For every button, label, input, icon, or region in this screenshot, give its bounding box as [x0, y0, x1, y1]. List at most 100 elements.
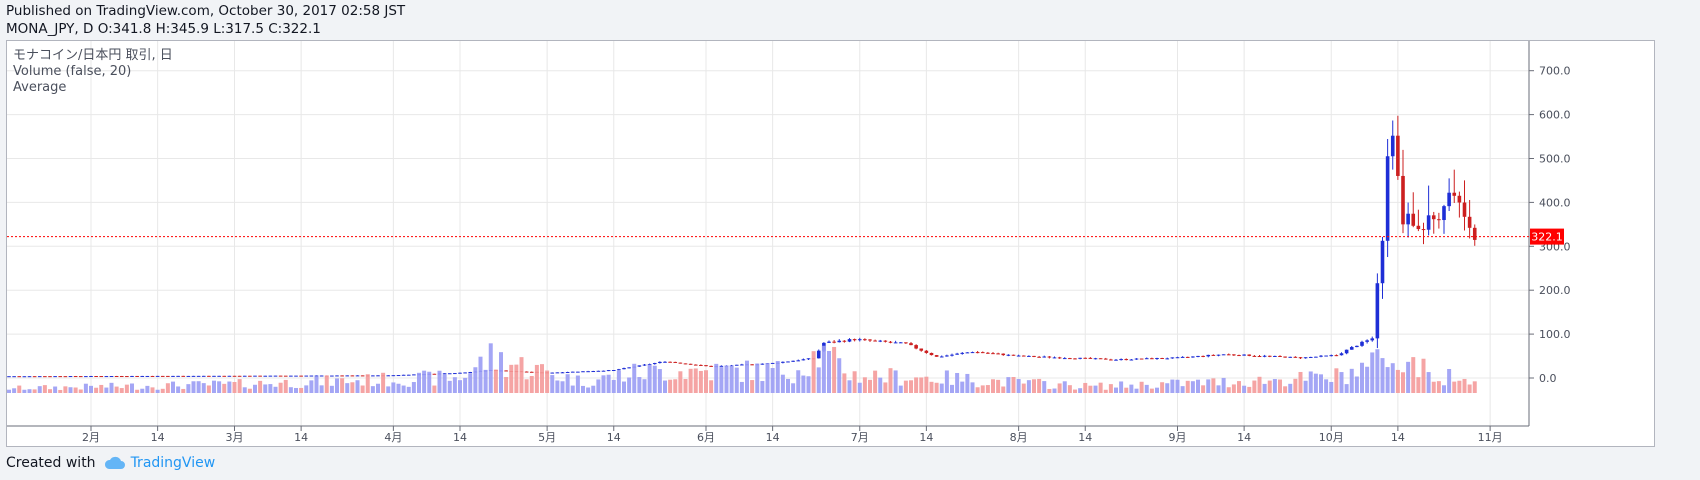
volume-bar — [237, 379, 242, 393]
volume-bar — [1293, 378, 1298, 393]
candle-down — [248, 375, 252, 377]
volume-bar — [939, 383, 944, 393]
candle-up — [637, 365, 642, 367]
candle-up — [196, 375, 201, 377]
candle-down — [873, 340, 877, 342]
volume-bar — [201, 383, 206, 393]
volume-bar — [606, 374, 611, 393]
volume-bar — [601, 375, 606, 393]
volume-bar — [12, 388, 17, 393]
candle-up — [1406, 213, 1410, 225]
volume-bar — [765, 363, 770, 393]
volume-bar — [1237, 381, 1241, 393]
volume-bar — [770, 368, 775, 393]
candle-down — [1068, 358, 1072, 360]
tradingview-logo[interactable]: TradingView — [104, 455, 215, 471]
volume-bar — [960, 381, 965, 393]
volume-bar — [140, 388, 145, 393]
volume-bar — [1278, 379, 1282, 393]
y-tick-label: 600.0 — [1539, 109, 1571, 122]
x-tick-label: 5月 — [538, 431, 556, 444]
volume-bar — [288, 387, 293, 393]
volume-bar — [647, 364, 652, 393]
candle-up — [617, 369, 621, 371]
candle-down — [668, 361, 672, 363]
candle-up — [827, 341, 831, 343]
candle-down — [1293, 356, 1298, 358]
volume-bar — [519, 357, 524, 393]
candle-down — [996, 353, 1000, 355]
volume-bar — [1073, 389, 1077, 393]
candle-up — [837, 340, 842, 343]
volume-bar — [411, 382, 416, 393]
volume-bar — [283, 379, 288, 393]
candle-down — [673, 361, 678, 363]
volume-bar — [550, 375, 555, 393]
volume-bar — [1272, 379, 1277, 393]
candle-down — [1401, 175, 1405, 225]
volume-bar — [883, 382, 888, 393]
volume-bar — [642, 379, 647, 393]
candle-up — [1180, 356, 1185, 358]
volume-bar — [253, 384, 257, 393]
volume-bar — [1165, 383, 1170, 393]
price-chart[interactable]: 0.0100.0200.0300.0400.0500.0600.0700.02月… — [7, 41, 1654, 446]
candle-down — [1462, 202, 1467, 217]
candle-up — [1191, 356, 1195, 358]
volume-bar — [458, 380, 462, 393]
candle-up — [611, 370, 616, 372]
candle-down — [1298, 357, 1303, 359]
volume-bar — [616, 370, 621, 393]
volume-bar — [196, 381, 201, 393]
volume-bar — [488, 343, 493, 393]
volume-bar — [775, 361, 780, 393]
candle-down — [914, 345, 918, 349]
candle-down — [222, 375, 227, 377]
volume-bar — [278, 382, 283, 393]
volume-bar — [760, 381, 765, 393]
candle-up — [1303, 357, 1308, 359]
volume-bar — [1078, 388, 1083, 393]
volume-bar — [827, 351, 831, 393]
volume-bar — [442, 374, 447, 393]
x-tick-label: 14 — [294, 431, 308, 444]
candle-down — [683, 363, 688, 365]
x-tick-label: 14 — [607, 431, 621, 444]
candle-down — [991, 353, 995, 355]
candle-down — [699, 364, 703, 366]
legend-average: Average — [13, 80, 67, 95]
candle-down — [704, 365, 708, 367]
candle-down — [283, 375, 288, 377]
candle-up — [1344, 349, 1349, 354]
candle-up — [1360, 341, 1364, 346]
candle-up — [1042, 356, 1047, 358]
volume-bar — [473, 367, 478, 393]
candle-up — [130, 375, 134, 377]
volume-bar — [89, 385, 93, 393]
candle-down — [863, 339, 867, 341]
candle-up — [1447, 192, 1451, 207]
chart-area[interactable]: 0.0 100.0 200.0 300.0 400.0 500.0 600.0 700.0 2月… — [6, 40, 1655, 447]
x-tick-label: 14 — [919, 431, 933, 444]
volume-bar — [540, 364, 544, 393]
candle-up — [1442, 206, 1446, 221]
candle-up — [1273, 355, 1277, 357]
volume-bar — [898, 385, 903, 393]
volume-bar — [1124, 387, 1129, 393]
ohlc-line: MONA_JPY, D O:341.8 H:345.9 L:317.5 C:32… — [6, 21, 321, 37]
candle-up — [186, 375, 191, 377]
candle-up — [314, 375, 319, 377]
candle-down — [529, 371, 534, 373]
y-tick-label: 100.0 — [1539, 328, 1571, 341]
x-tick-label: 8月 — [1010, 431, 1028, 444]
candle-down — [1278, 355, 1282, 357]
candle-up — [7, 376, 11, 378]
footer: Created with TradingView — [6, 455, 215, 471]
volume-bar — [340, 378, 345, 393]
cloud-icon — [104, 456, 125, 469]
candle-up — [171, 375, 175, 377]
volume-bar — [1447, 369, 1452, 393]
volume-bar — [719, 367, 724, 393]
candle-up — [458, 372, 462, 374]
candle-down — [693, 364, 698, 366]
